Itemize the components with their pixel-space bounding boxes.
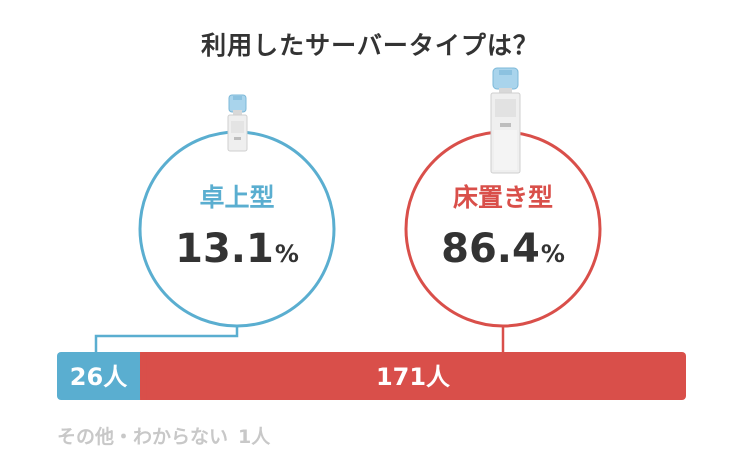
- chart-title: 利用したサーバータイプは？: [201, 31, 539, 60]
- floor-bar-joint: [140, 352, 147, 400]
- floor-category-label: 床置き型: [453, 183, 553, 212]
- tabletop-bar-segment: [57, 352, 141, 400]
- floor-percent-unit: %: [541, 240, 565, 268]
- tabletop-percent-label: 13.1%: [175, 226, 299, 272]
- other-count: 1人: [238, 426, 271, 448]
- tabletop-bar-joint: [134, 352, 141, 400]
- tabletop-percent-unit: %: [275, 240, 299, 268]
- tabletop-category-label: 卓上型: [199, 183, 274, 212]
- other-note: その他・わからない 1人: [57, 425, 271, 448]
- floor-water-server-icon: [490, 67, 521, 174]
- tabletop-count-label: 26人: [70, 363, 127, 391]
- tabletop-percent-value: 13.1: [175, 226, 274, 272]
- floor-percent-label: 86.4%: [441, 226, 565, 272]
- tabletop-water-server-icon: [227, 94, 248, 152]
- stacked-bar: 26人 171人: [57, 352, 686, 400]
- floor-bar-segment: [140, 352, 686, 400]
- other-label: その他・わからない: [57, 425, 228, 448]
- floor-count-label: 171人: [376, 363, 450, 391]
- floor-percent-value: 86.4: [441, 226, 540, 272]
